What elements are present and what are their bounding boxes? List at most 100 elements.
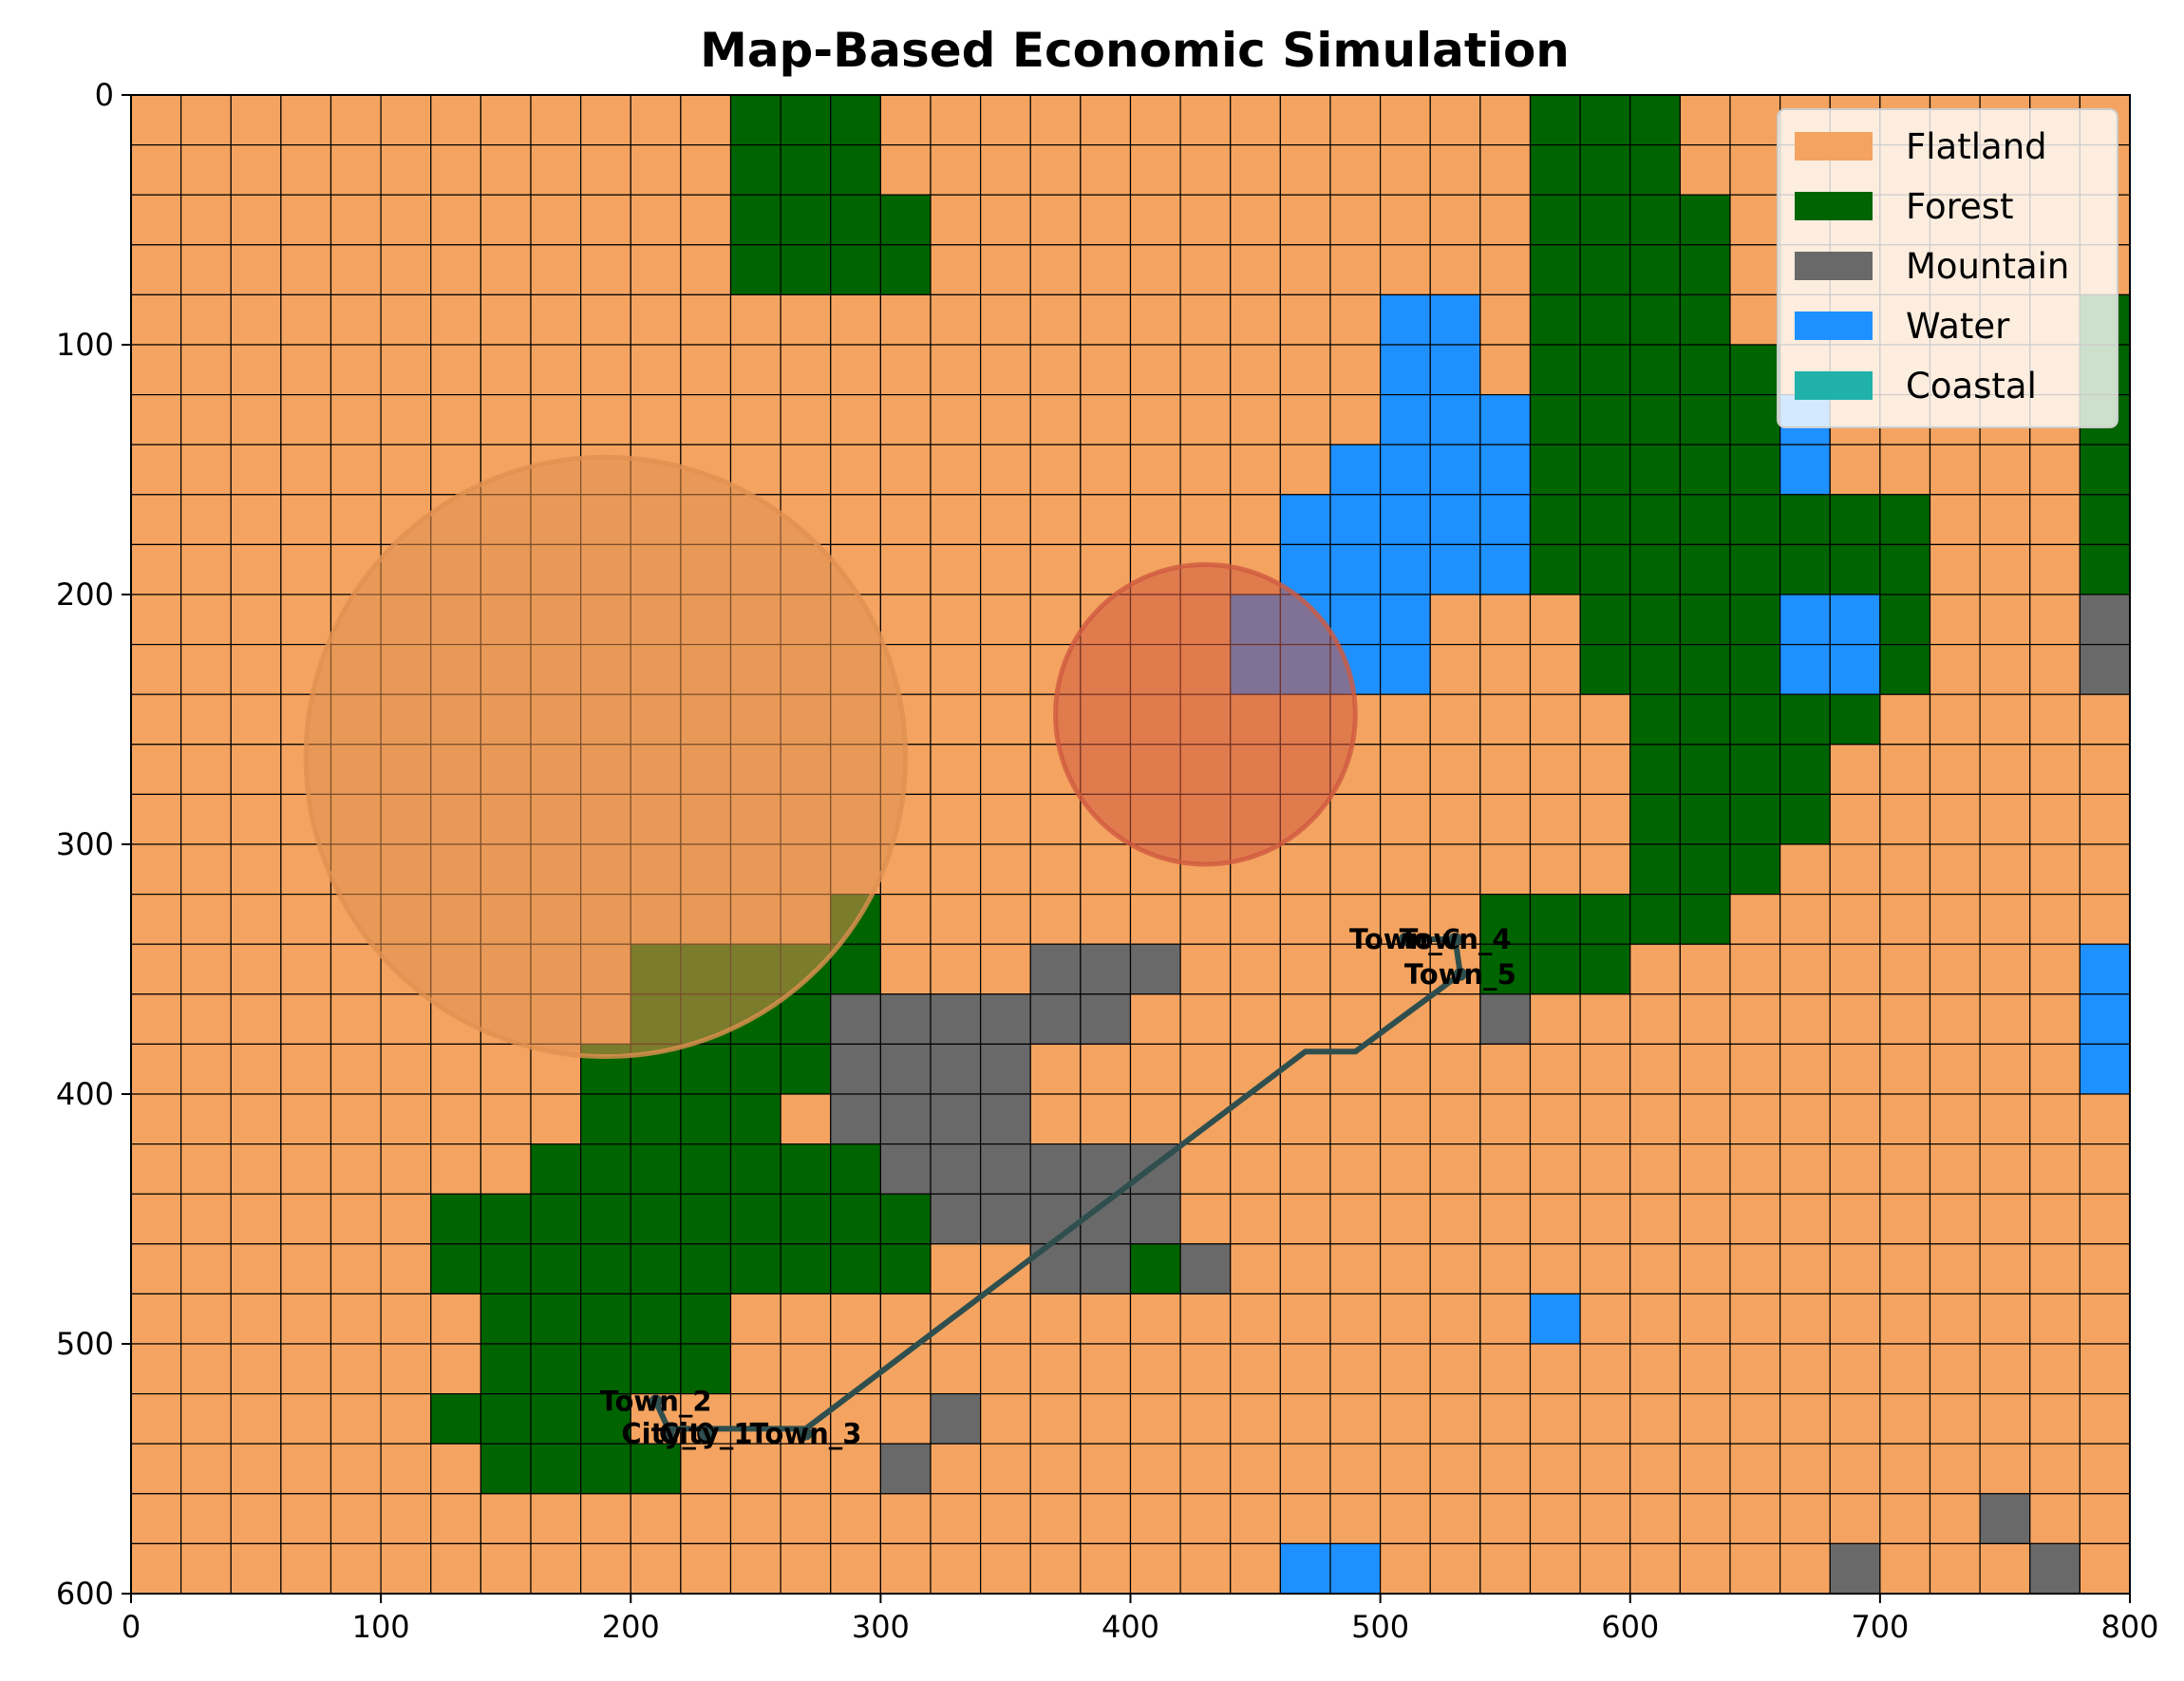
terrain-cell [1979,543,2031,595]
terrain-cell [1329,1293,1382,1345]
terrain-cell [729,344,781,396]
terrain-cell [2029,993,2080,1046]
terrain-cell [830,293,881,346]
settlement-marker [1453,967,1467,981]
terrain-cell [1380,194,1431,246]
terrain-cell [380,1542,432,1595]
legend-swatch [1795,132,1873,161]
terrain-cell [1479,1392,1532,1445]
terrain-cell [780,194,832,246]
terrain-cell [1579,594,1631,646]
terrain-cell [230,843,282,896]
terrain-cell [1380,344,1431,396]
terrain-cell [780,1093,832,1145]
legend-label: Water [1906,306,2010,347]
terrain-cell [1279,344,1331,396]
terrain-cell [1080,1293,1132,1345]
terrain-cell [1479,194,1532,246]
terrain-cell [1230,494,1281,545]
terrain-cell [230,444,282,496]
terrain-cell [1329,344,1382,396]
terrain-cell [180,244,232,295]
terrain-cell [1729,94,1781,146]
terrain-cell [130,494,182,545]
terrain-cell [380,394,432,445]
terrain-cell [480,1093,532,1145]
terrain-cell [130,1392,182,1445]
terrain-cell [2029,744,2080,795]
terrain-cell [680,1143,732,1195]
terrain-cell [1179,344,1232,396]
x-tick-label: 600 [1601,1609,1659,1645]
terrain-cell [1579,643,1631,695]
terrain-cell [980,693,1031,746]
terrain-cell [1579,793,1631,845]
terrain-cell [1380,1392,1431,1445]
terrain-cell [2029,843,2080,896]
terrain-cell [830,1143,881,1195]
terrain-cell [980,793,1031,845]
terrain-cell [1629,1443,1681,1495]
terrain-cell [1429,344,1481,396]
terrain-cell [1479,1243,1532,1295]
x-tick-label: 700 [1851,1609,1909,1645]
settlements-layer: Town_6Town_4Town_5Town_2City_0City_1Town… [600,923,1516,1450]
terrain-cell [430,1343,481,1395]
terrain-cell [1429,693,1481,746]
terrain-cell [1679,993,1731,1046]
terrain-cell [1380,1493,1431,1545]
terrain-cell [1230,144,1281,196]
terrain-cell [1579,843,1631,896]
terrain-cell [1479,594,1532,646]
terrain-cell [130,194,182,246]
terrain-cell [1679,144,1731,196]
terrain-cell [380,1093,432,1145]
terrain-cell [230,244,282,295]
terrain-cell [1979,1293,2031,1345]
terrain-cell [1479,643,1532,695]
terrain-cell [2029,1443,2080,1495]
terrain-cell [879,144,932,196]
terrain-cell [1380,643,1431,695]
terrain-cell [130,1143,182,1195]
terrain-cell [180,1542,232,1595]
terrain-cell [830,94,881,146]
terrain-cell [1629,94,1681,146]
terrain-cell [1129,1392,1181,1445]
terrain-cell [230,194,282,246]
terrain-cell [1629,1392,1681,1445]
terrain-cell [2029,1043,2080,1095]
terrain-cell [1829,1193,1881,1245]
terrain-cell [180,1143,232,1195]
terrain-cell [1329,1093,1382,1145]
terrain-cell [1429,793,1481,845]
terrain-cell [1479,293,1532,346]
terrain-cell [1329,543,1382,595]
terrain-cell [1879,793,1931,845]
terrain-cell [1429,1392,1481,1445]
terrain-cell [1080,893,1132,945]
terrain-cell [430,1293,481,1345]
terrain-cell [1879,893,1931,945]
terrain-cell [1679,693,1731,746]
terrain-cell [230,1143,282,1195]
terrain-cell [830,1043,881,1095]
terrain-cell [280,1542,332,1595]
terrain-cell [1029,1542,1082,1595]
terrain-cell [2029,1293,2080,1345]
terrain-cell [1429,1493,1481,1545]
terrain-cell [680,94,732,146]
terrain-cell [980,1293,1031,1345]
terrain-cell [729,1093,781,1145]
terrain-cell [1080,344,1132,396]
terrain-cell [1329,594,1382,646]
terrain-cell [830,244,881,295]
terrain-cell [830,494,881,545]
terrain-cell [1629,744,1681,795]
terrain-cell [1080,244,1132,295]
terrain-cell [980,1392,1031,1445]
terrain-cell [930,293,982,346]
terrain-cell [780,94,832,146]
terrain-cell [1729,693,1781,746]
